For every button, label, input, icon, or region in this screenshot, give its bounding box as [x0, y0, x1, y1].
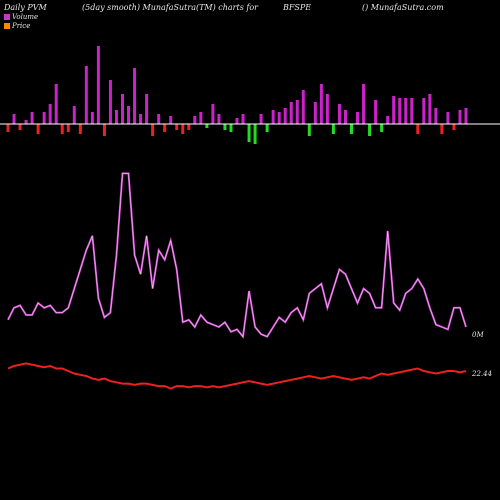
- pvm-bar: [223, 124, 227, 130]
- pvm-bar: [78, 124, 82, 134]
- pvm-bar: [24, 120, 28, 124]
- pvm-bar: [84, 66, 88, 124]
- pvm-bar: [187, 124, 191, 130]
- pvm-bar: [145, 94, 149, 124]
- pvm-bar: [319, 84, 323, 124]
- pvm-bar: [163, 124, 167, 132]
- pvm-bar: [18, 124, 22, 130]
- chart-title-mid: (5day smooth) MunafaSutra(TM) charts for: [82, 3, 258, 12]
- pvm-bar: [416, 124, 420, 134]
- pvm-bar: [96, 46, 100, 124]
- volume-end-label: 0M: [472, 331, 484, 339]
- pvm-bar: [362, 84, 366, 124]
- pvm-bar: [90, 112, 94, 124]
- pvm-bar: [30, 112, 34, 124]
- pvm-bar: [181, 124, 185, 134]
- pvm-bar: [42, 112, 46, 124]
- pvm-bar: [325, 94, 329, 124]
- pvm-bar: [343, 110, 347, 124]
- pvm-bar: [253, 124, 257, 144]
- pvm-bar: [60, 124, 64, 134]
- pvm-bar: [211, 104, 215, 124]
- pvm-bar: [374, 100, 378, 124]
- legend-volume: Volume: [4, 13, 38, 21]
- pvm-bar: [36, 124, 40, 134]
- pvm-bar: [380, 124, 384, 132]
- pvm-bar: [271, 110, 275, 124]
- volume-line-highlight: [7, 173, 467, 338]
- pvm-bar: [440, 124, 444, 134]
- pvm-bar: [464, 108, 468, 124]
- price-line: [7, 362, 467, 390]
- pvm-bar: [313, 102, 317, 124]
- pvm-bar: [175, 124, 179, 130]
- pvm-bar: [277, 112, 281, 124]
- pvm-bar: [217, 114, 221, 124]
- pvm-bar: [350, 124, 353, 134]
- pvm-bar: [235, 118, 239, 124]
- pvm-bar: [66, 124, 70, 132]
- pvm-bar: [368, 124, 372, 136]
- chart-title-symbol: BFSPE: [283, 3, 312, 12]
- pvm-bar: [6, 124, 10, 132]
- legend-volume-label: Volume: [12, 13, 39, 21]
- pvm-bar: [337, 104, 341, 124]
- pvm-bar: [139, 114, 143, 124]
- pvm-bar: [404, 98, 408, 124]
- pvm-bar: [48, 104, 52, 124]
- pvm-bar: [446, 112, 450, 124]
- pvm-bar: [301, 90, 305, 124]
- pvm-bar: [398, 98, 402, 124]
- pvm-bar: [241, 114, 245, 124]
- chart-title-left: Daily PVM: [4, 3, 47, 12]
- series-lines: [7, 172, 467, 390]
- pvm-bar: [193, 116, 197, 124]
- legend-price: Price: [4, 22, 30, 30]
- legend-price-swatch: [4, 23, 10, 29]
- pvm-bar: [121, 94, 124, 124]
- legend-volume-swatch: [4, 14, 10, 20]
- volume-line: [7, 172, 467, 339]
- pvm-bar: [169, 116, 173, 124]
- pvm-bar: [356, 112, 360, 124]
- price-end-label: 22.44: [472, 370, 493, 378]
- pvm-bar: [392, 96, 396, 124]
- pvm-bar: [127, 106, 131, 124]
- pvm-bar: [247, 124, 251, 142]
- pvm-bar: [12, 114, 16, 124]
- pvm-bar: [114, 110, 118, 124]
- pvm-bar: [428, 94, 432, 124]
- pvm-bar: [151, 124, 155, 136]
- chart-title-right: () MunafaSutra.com: [362, 3, 444, 12]
- pvm-bar: [434, 108, 438, 124]
- pvm-bar: [199, 112, 203, 124]
- legend-price-label: Price: [12, 22, 31, 30]
- pvm-bar: [295, 100, 299, 124]
- pvm-bar: [452, 124, 456, 130]
- pvm-bar: [410, 98, 414, 124]
- pvm-bar: [102, 124, 106, 136]
- pvm-bar: [458, 110, 462, 124]
- pvm-bar: [331, 124, 335, 134]
- pvm-bar: [259, 114, 263, 124]
- pvm-bar: [229, 124, 233, 132]
- pvm-bars: [6, 46, 468, 144]
- pvm-bar: [386, 116, 390, 124]
- pvm-bar: [265, 124, 269, 132]
- pvm-bar: [133, 68, 137, 124]
- pvm-bar: [307, 124, 311, 136]
- pvm-bar: [157, 114, 161, 124]
- pvm-bar: [205, 124, 209, 128]
- pvm-bar: [289, 102, 293, 124]
- pvm-bar: [72, 106, 76, 124]
- pvm-bar: [283, 108, 287, 124]
- pvm-bar: [54, 84, 58, 124]
- pvm-bar: [108, 80, 112, 124]
- pvm-bar: [422, 98, 426, 124]
